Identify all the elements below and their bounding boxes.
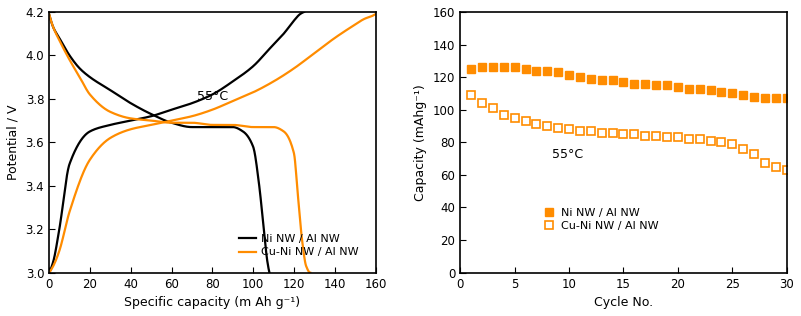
Ni NW / Al NW (586, 77, 596, 81)
Text: 55°C: 55°C (197, 90, 227, 103)
Ni NW / Al NW (760, 96, 770, 100)
Cu-Ni NW / Al NW (782, 168, 791, 172)
Ni NW / Al NW (510, 65, 520, 69)
Cu-Ni NW / Al NW (564, 127, 574, 131)
Ni NW / Al NW (597, 78, 606, 82)
X-axis label: Cycle No.: Cycle No. (594, 296, 653, 309)
Ni NW / Al NW (630, 82, 639, 86)
Ni NW / Al NW (727, 92, 737, 95)
Ni NW / Al NW (618, 80, 628, 84)
Ni NW / Al NW (749, 95, 759, 99)
Cu-Ni NW / Al NW (727, 142, 737, 146)
Ni NW / Al NW (553, 70, 563, 74)
Ni NW / Al NW (564, 74, 574, 77)
Cu-Ni NW / Al NW (706, 139, 715, 143)
Cu-Ni NW / Al NW (521, 119, 530, 123)
Cu-Ni NW / Al NW (717, 140, 727, 144)
Cu-Ni NW / Al NW (542, 124, 552, 128)
Ni NW / Al NW (782, 96, 791, 100)
Cu-Ni NW / Al NW (586, 129, 596, 133)
Ni NW / Al NW (771, 96, 781, 100)
Legend: Ni NW / Al NW, Cu-Ni NW / Al NW: Ni NW / Al NW, Cu-Ni NW / Al NW (235, 230, 364, 262)
Cu-Ni NW / Al NW (630, 132, 639, 136)
Cu-Ni NW / Al NW (662, 136, 672, 139)
X-axis label: Specific capacity (m Ah g⁻¹): Specific capacity (m Ah g⁻¹) (124, 296, 300, 309)
Ni NW / Al NW (717, 90, 727, 94)
Ni NW / Al NW (521, 67, 530, 71)
Ni NW / Al NW (651, 83, 661, 87)
Cu-Ni NW / Al NW (684, 137, 694, 141)
Cu-Ni NW / Al NW (532, 123, 541, 126)
Cu-Ni NW / Al NW (749, 152, 759, 155)
Cu-Ni NW / Al NW (760, 161, 770, 165)
Ni NW / Al NW (673, 85, 682, 89)
Ni NW / Al NW (608, 78, 618, 82)
Line: Ni NW / Al NW: Ni NW / Al NW (467, 64, 791, 102)
Y-axis label: Potential / V: Potential / V (7, 105, 20, 180)
Ni NW / Al NW (466, 67, 476, 71)
Y-axis label: Capacity (mAhg⁻¹): Capacity (mAhg⁻¹) (414, 84, 428, 201)
Line: Cu-Ni NW / Al NW: Cu-Ni NW / Al NW (467, 91, 791, 174)
Cu-Ni NW / Al NW (673, 136, 682, 139)
Text: 55°C: 55°C (552, 148, 583, 161)
Cu-Ni NW / Al NW (641, 134, 650, 138)
Cu-Ni NW / Al NW (575, 129, 585, 133)
Cu-Ni NW / Al NW (597, 131, 606, 134)
Ni NW / Al NW (662, 83, 672, 87)
Cu-Ni NW / Al NW (651, 134, 661, 138)
Cu-Ni NW / Al NW (499, 113, 509, 117)
Cu-Ni NW / Al NW (510, 116, 520, 120)
Ni NW / Al NW (575, 75, 585, 79)
Cu-Ni NW / Al NW (694, 137, 704, 141)
Ni NW / Al NW (739, 93, 748, 97)
Cu-Ni NW / Al NW (739, 147, 748, 151)
Ni NW / Al NW (542, 69, 552, 72)
Cu-Ni NW / Al NW (618, 132, 628, 136)
Legend: Ni NW / Al NW, Cu-Ni NW / Al NW: Ni NW / Al NW, Cu-Ni NW / Al NW (537, 204, 663, 236)
Cu-Ni NW / Al NW (553, 126, 563, 130)
Cu-Ni NW / Al NW (608, 131, 618, 134)
Ni NW / Al NW (641, 82, 650, 86)
Cu-Ni NW / Al NW (466, 93, 476, 97)
Cu-Ni NW / Al NW (477, 101, 487, 105)
Ni NW / Al NW (488, 65, 497, 69)
Ni NW / Al NW (477, 65, 487, 69)
Ni NW / Al NW (499, 65, 509, 69)
Ni NW / Al NW (706, 88, 715, 92)
Ni NW / Al NW (684, 87, 694, 90)
Ni NW / Al NW (532, 69, 541, 72)
Cu-Ni NW / Al NW (771, 165, 781, 169)
Ni NW / Al NW (694, 87, 704, 90)
Cu-Ni NW / Al NW (488, 106, 497, 110)
